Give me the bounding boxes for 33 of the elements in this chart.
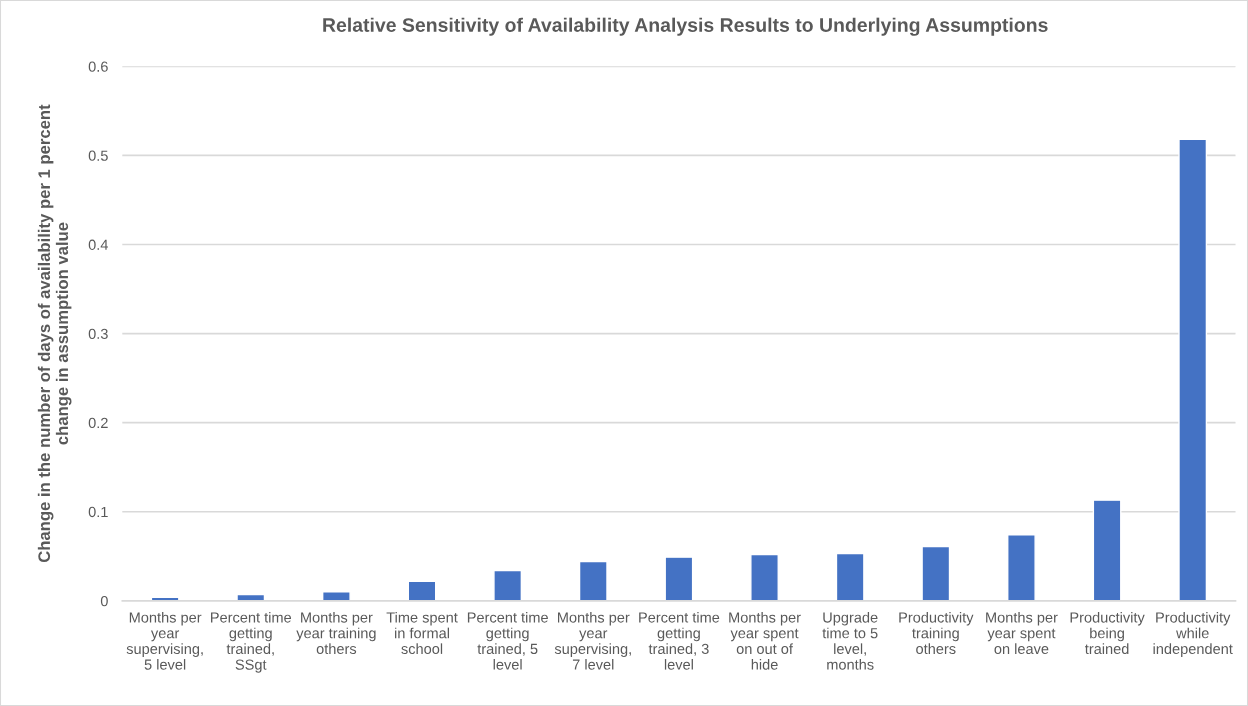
chart-title: Relative Sensitivity of Availability Analysis Results to Underlying Assumptions bbox=[323, 17, 1048, 36]
x-tick-label: Percent time getting trained, 5 level bbox=[467, 611, 548, 670]
x-tick-label: Time spent in formal school bbox=[386, 611, 458, 655]
bar bbox=[921, 545, 951, 601]
x-tick-label: Percent time getting trained, SSgt bbox=[211, 611, 292, 673]
x-tick-label: Months per year training others bbox=[296, 611, 376, 655]
y-tick-label: 0.5 bbox=[88, 150, 108, 161]
x-tick-label: Percent time getting trained, 3 level bbox=[639, 611, 720, 670]
x-tick-label: Months per year supervising, 5 level bbox=[126, 611, 203, 670]
x-tick-label: Months per year spent on out of hide bbox=[729, 611, 801, 670]
x-tick-label: Productivity being trained bbox=[1070, 611, 1145, 655]
x-tick-label: Upgrade time to 5 level, months bbox=[822, 611, 878, 670]
bar bbox=[321, 591, 351, 601]
bar bbox=[1007, 534, 1036, 601]
bar bbox=[1092, 499, 1122, 601]
y-tick-label: 0.1 bbox=[88, 506, 108, 518]
x-tick-label: Productivity training others bbox=[899, 611, 974, 655]
y-tick-label: 0 bbox=[100, 595, 108, 607]
bar bbox=[493, 569, 523, 601]
y-axis-title: Change in the number of days of availability per 1 percent change in assumption value bbox=[37, 104, 72, 563]
x-tick-label: Months per year spent on leave bbox=[986, 611, 1058, 655]
bar bbox=[750, 553, 779, 601]
bar bbox=[1178, 138, 1208, 601]
bar bbox=[835, 552, 865, 601]
bar bbox=[664, 556, 694, 601]
bar bbox=[407, 580, 437, 601]
y-tick-label: 0.4 bbox=[88, 239, 108, 250]
bar bbox=[578, 560, 608, 601]
y-tick-label: 0.2 bbox=[88, 417, 108, 429]
x-tick-label: Months per year supervising, 7 level bbox=[554, 611, 631, 670]
y-tick-label: 0.6 bbox=[88, 61, 108, 72]
x-tick-label: Productivity while independent bbox=[1153, 611, 1233, 657]
y-tick-label: 0.3 bbox=[88, 328, 108, 340]
